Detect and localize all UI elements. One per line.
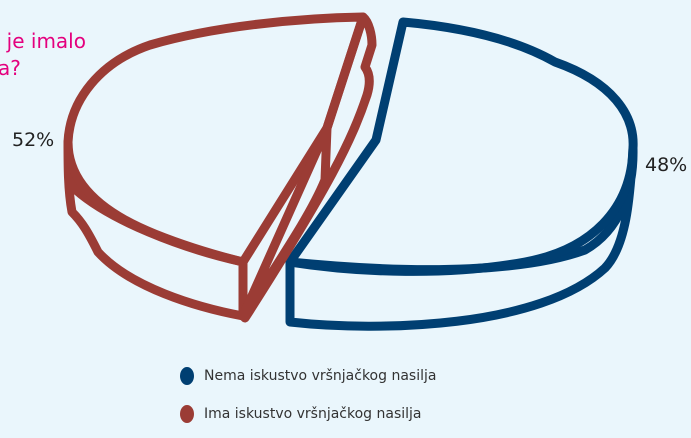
pie-slice-ima-top — [63, 12, 368, 267]
chart-title-line-2: a? — [0, 56, 21, 80]
pie-slice-nema — [285, 17, 638, 331]
legend-swatch-ima — [180, 405, 194, 423]
chart-title-line-1: e je imalo — [0, 29, 86, 53]
legend: Nema iskustvo vršnjačkog nasilja Ima isk… — [180, 362, 480, 438]
data-label-ima: 52% — [12, 129, 55, 151]
legend-item-ima: Ima iskustvo vršnjačkog nasilja — [180, 400, 480, 428]
chart-title: e je imalo a? — [0, 28, 138, 82]
pie-chart — [63, 12, 638, 331]
legend-label-nema: Nema iskustvo vršnjačkog nasilja — [204, 368, 437, 384]
pie-slice-ima — [63, 12, 377, 323]
legend-swatch-nema — [180, 367, 194, 385]
legend-label-ima: Ima iskustvo vršnjačkog nasilja — [204, 406, 422, 422]
pie-slice-ima-wall — [238, 12, 377, 323]
pie-slice-ima-side — [63, 137, 248, 321]
data-label-nema: 48% — [645, 154, 688, 176]
legend-item-nema: Nema iskustvo vršnjačkog nasilja — [180, 362, 480, 390]
pie-slice-nema-top — [285, 17, 638, 276]
